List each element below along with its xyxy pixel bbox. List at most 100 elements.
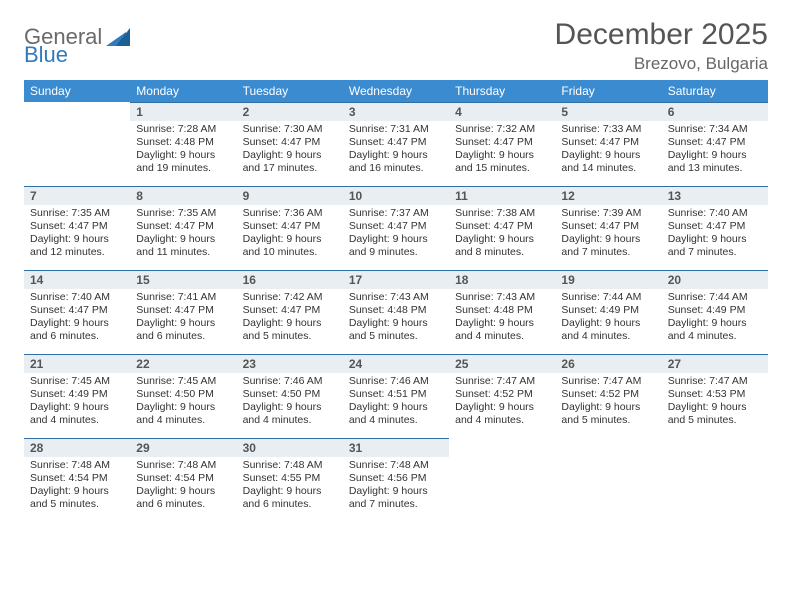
day-details: Sunrise: 7:43 AMSunset: 4:48 PMDaylight:… (343, 289, 449, 348)
day-line-d2: and 4 minutes. (136, 414, 230, 427)
day-line-sr: Sunrise: 7:39 AM (561, 207, 655, 220)
calendar-cell: 22Sunrise: 7:45 AMSunset: 4:50 PMDayligh… (130, 354, 236, 438)
brand-part2: Blue (24, 42, 68, 68)
weekday-header: Wednesday (343, 80, 449, 102)
day-line-d1: Daylight: 9 hours (243, 233, 337, 246)
day-line-d1: Daylight: 9 hours (349, 485, 443, 498)
day-details: Sunrise: 7:48 AMSunset: 4:55 PMDaylight:… (237, 457, 343, 516)
day-line-d2: and 4 minutes. (349, 414, 443, 427)
day-line-sr: Sunrise: 7:28 AM (136, 123, 230, 136)
day-number: 17 (343, 270, 449, 289)
day-line-d2: and 5 minutes. (668, 414, 762, 427)
day-line-ss: Sunset: 4:50 PM (136, 388, 230, 401)
day-line-sr: Sunrise: 7:48 AM (136, 459, 230, 472)
day-number: 14 (24, 270, 130, 289)
day-line-d2: and 10 minutes. (243, 246, 337, 259)
day-line-d2: and 5 minutes. (349, 330, 443, 343)
day-details: Sunrise: 7:38 AMSunset: 4:47 PMDaylight:… (449, 205, 555, 264)
day-details: Sunrise: 7:48 AMSunset: 4:54 PMDaylight:… (130, 457, 236, 516)
day-line-d1: Daylight: 9 hours (30, 485, 124, 498)
day-line-ss: Sunset: 4:47 PM (455, 220, 549, 233)
calendar-cell: 5Sunrise: 7:33 AMSunset: 4:47 PMDaylight… (555, 102, 661, 186)
day-line-d1: Daylight: 9 hours (349, 317, 443, 330)
day-line-ss: Sunset: 4:49 PM (668, 304, 762, 317)
day-number: 7 (24, 186, 130, 205)
day-line-sr: Sunrise: 7:47 AM (561, 375, 655, 388)
day-line-d1: Daylight: 9 hours (30, 317, 124, 330)
day-details: Sunrise: 7:40 AMSunset: 4:47 PMDaylight:… (24, 289, 130, 348)
day-line-d2: and 6 minutes. (136, 330, 230, 343)
day-line-d1: Daylight: 9 hours (243, 485, 337, 498)
day-line-sr: Sunrise: 7:46 AM (243, 375, 337, 388)
day-number: 29 (130, 438, 236, 457)
day-line-d1: Daylight: 9 hours (668, 233, 762, 246)
day-line-ss: Sunset: 4:51 PM (349, 388, 443, 401)
brand-sail-icon (106, 28, 130, 46)
day-line-d1: Daylight: 9 hours (455, 233, 549, 246)
day-line-d2: and 12 minutes. (30, 246, 124, 259)
day-details: Sunrise: 7:43 AMSunset: 4:48 PMDaylight:… (449, 289, 555, 348)
day-line-d2: and 5 minutes. (243, 330, 337, 343)
day-line-d1: Daylight: 9 hours (668, 401, 762, 414)
calendar-cell: 19Sunrise: 7:44 AMSunset: 4:49 PMDayligh… (555, 270, 661, 354)
day-line-ss: Sunset: 4:48 PM (349, 304, 443, 317)
day-line-ss: Sunset: 4:52 PM (561, 388, 655, 401)
day-number: 21 (24, 354, 130, 373)
day-number: 4 (449, 102, 555, 121)
calendar-cell: 30Sunrise: 7:48 AMSunset: 4:55 PMDayligh… (237, 438, 343, 522)
day-line-sr: Sunrise: 7:40 AM (30, 291, 124, 304)
day-line-d2: and 6 minutes. (243, 498, 337, 511)
day-line-d1: Daylight: 9 hours (668, 149, 762, 162)
day-line-d1: Daylight: 9 hours (455, 149, 549, 162)
calendar-cell: 2Sunrise: 7:30 AMSunset: 4:47 PMDaylight… (237, 102, 343, 186)
day-line-ss: Sunset: 4:47 PM (30, 304, 124, 317)
day-line-ss: Sunset: 4:47 PM (30, 220, 124, 233)
day-line-d1: Daylight: 9 hours (668, 317, 762, 330)
day-details: Sunrise: 7:35 AMSunset: 4:47 PMDaylight:… (24, 205, 130, 264)
calendar-cell: 28Sunrise: 7:48 AMSunset: 4:54 PMDayligh… (24, 438, 130, 522)
day-line-sr: Sunrise: 7:36 AM (243, 207, 337, 220)
day-number: 26 (555, 354, 661, 373)
day-line-sr: Sunrise: 7:42 AM (243, 291, 337, 304)
title-block: December 2025 Brezovo, Bulgaria (555, 18, 768, 74)
day-line-d1: Daylight: 9 hours (30, 233, 124, 246)
calendar-cell: 17Sunrise: 7:43 AMSunset: 4:48 PMDayligh… (343, 270, 449, 354)
day-details: Sunrise: 7:33 AMSunset: 4:47 PMDaylight:… (555, 121, 661, 180)
calendar-cell: 24Sunrise: 7:46 AMSunset: 4:51 PMDayligh… (343, 354, 449, 438)
calendar-cell: 8Sunrise: 7:35 AMSunset: 4:47 PMDaylight… (130, 186, 236, 270)
day-details: Sunrise: 7:48 AMSunset: 4:56 PMDaylight:… (343, 457, 449, 516)
calendar-cell: 31Sunrise: 7:48 AMSunset: 4:56 PMDayligh… (343, 438, 449, 522)
day-line-sr: Sunrise: 7:32 AM (455, 123, 549, 136)
day-details: Sunrise: 7:41 AMSunset: 4:47 PMDaylight:… (130, 289, 236, 348)
day-line-ss: Sunset: 4:47 PM (243, 220, 337, 233)
day-line-d2: and 13 minutes. (668, 162, 762, 175)
day-line-d1: Daylight: 9 hours (136, 149, 230, 162)
calendar-cell: 13Sunrise: 7:40 AMSunset: 4:47 PMDayligh… (662, 186, 768, 270)
day-line-d2: and 8 minutes. (455, 246, 549, 259)
day-details: Sunrise: 7:48 AMSunset: 4:54 PMDaylight:… (24, 457, 130, 516)
day-line-d1: Daylight: 9 hours (561, 233, 655, 246)
day-number: 31 (343, 438, 449, 457)
month-title: December 2025 (555, 18, 768, 52)
day-details: Sunrise: 7:47 AMSunset: 4:52 PMDaylight:… (555, 373, 661, 432)
day-number: 22 (130, 354, 236, 373)
day-line-sr: Sunrise: 7:43 AM (455, 291, 549, 304)
day-line-d2: and 6 minutes. (136, 498, 230, 511)
day-details: Sunrise: 7:28 AMSunset: 4:48 PMDaylight:… (130, 121, 236, 180)
weekday-header: Sunday (24, 80, 130, 102)
header-row: General December 2025 Brezovo, Bulgaria (24, 18, 768, 74)
day-details: Sunrise: 7:47 AMSunset: 4:53 PMDaylight:… (662, 373, 768, 432)
day-line-d2: and 4 minutes. (243, 414, 337, 427)
day-line-ss: Sunset: 4:50 PM (243, 388, 337, 401)
calendar-cell: 12Sunrise: 7:39 AMSunset: 4:47 PMDayligh… (555, 186, 661, 270)
calendar-cell (555, 438, 661, 522)
day-number: 18 (449, 270, 555, 289)
day-number: 28 (24, 438, 130, 457)
day-line-d2: and 9 minutes. (349, 246, 443, 259)
day-line-ss: Sunset: 4:47 PM (349, 136, 443, 149)
day-line-d1: Daylight: 9 hours (136, 317, 230, 330)
day-line-d2: and 6 minutes. (30, 330, 124, 343)
calendar-cell: 27Sunrise: 7:47 AMSunset: 4:53 PMDayligh… (662, 354, 768, 438)
calendar-cell: 15Sunrise: 7:41 AMSunset: 4:47 PMDayligh… (130, 270, 236, 354)
day-line-ss: Sunset: 4:55 PM (243, 472, 337, 485)
